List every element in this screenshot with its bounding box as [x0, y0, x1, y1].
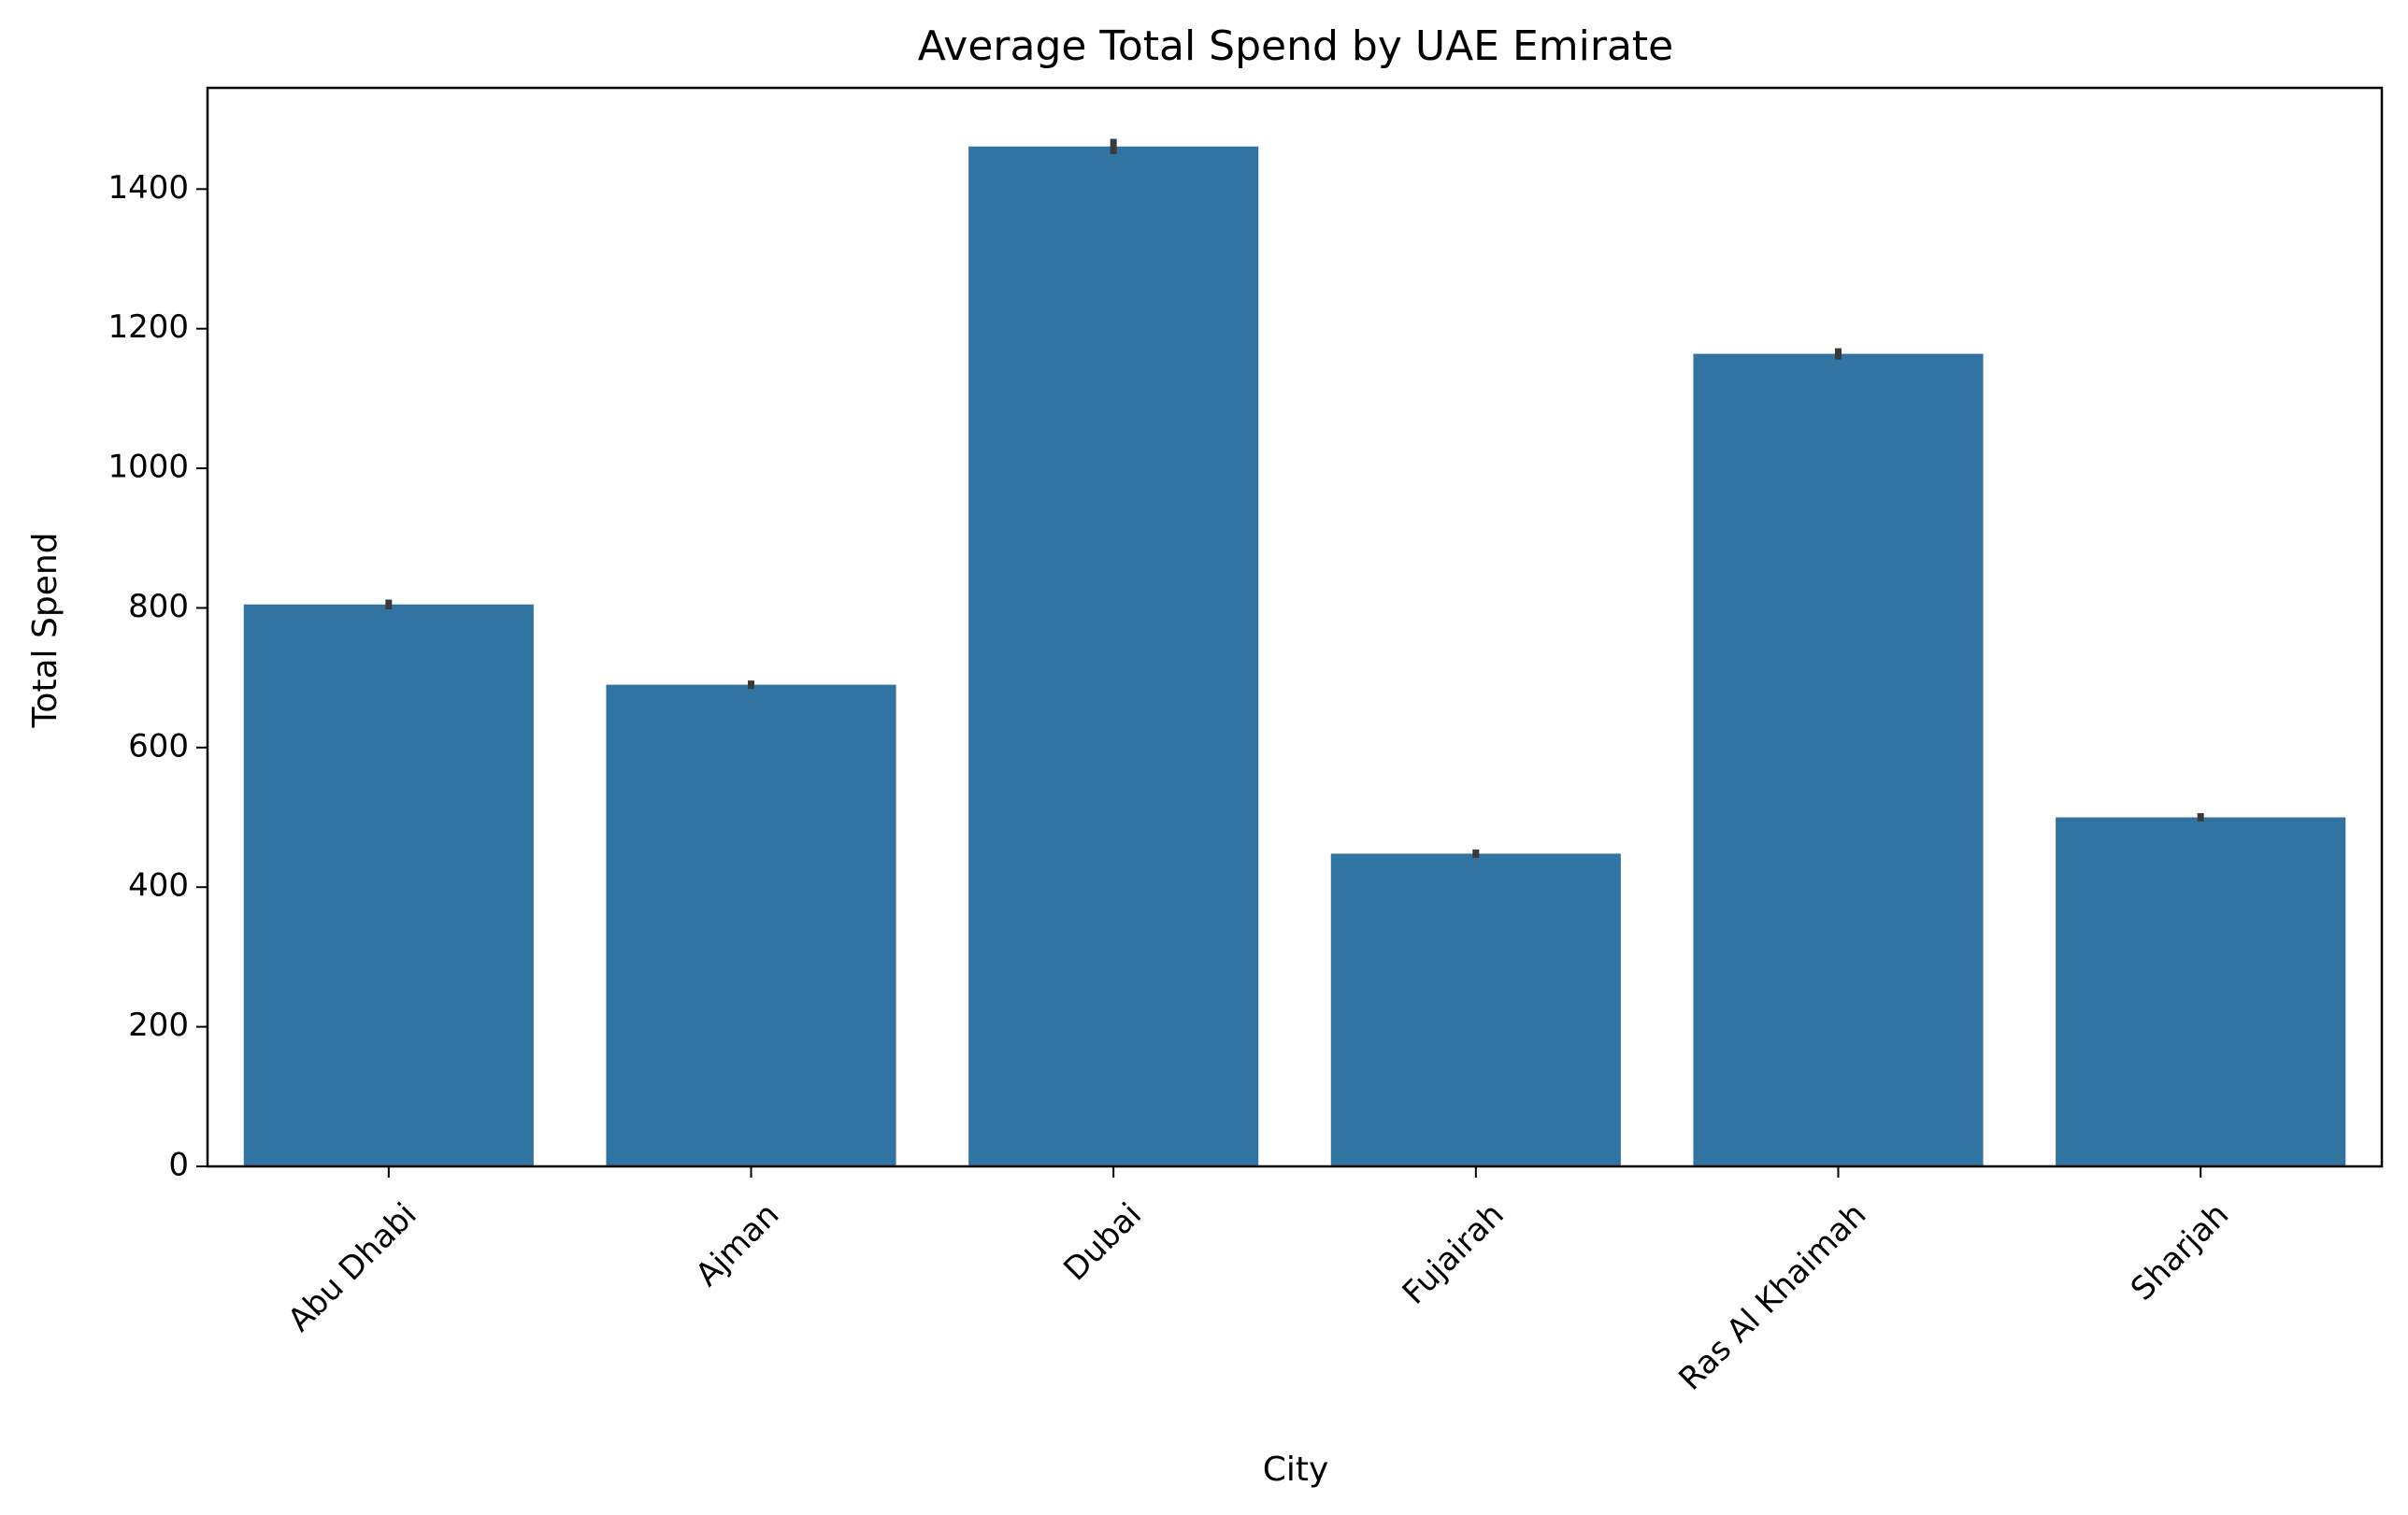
bar-ajman	[606, 684, 896, 1166]
bar-ras-al-khaimah	[1693, 353, 1984, 1167]
bar-sharjah	[2056, 817, 2346, 1166]
x-tick-label: Ajman	[689, 1196, 787, 1294]
bar-abu-dhabi	[243, 604, 534, 1166]
y-tick-label: 1000	[108, 449, 189, 486]
y-tick-label: 1400	[108, 169, 189, 207]
x-axis-title: City	[1263, 1451, 1329, 1489]
y-tick-label: 400	[128, 867, 189, 905]
x-tick-label: Dubai	[1056, 1196, 1149, 1289]
x-tick-label: Sharjah	[2124, 1196, 2236, 1308]
chart-title: Average Total Spend by UAE Emirate	[918, 22, 1673, 70]
bar-dubai	[968, 146, 1259, 1167]
errorbars-layer	[385, 138, 2204, 858]
x-tick-label: Fujairah	[1396, 1196, 1512, 1312]
axes-layer	[206, 86, 2384, 1168]
y-tick-label: 0	[168, 1147, 189, 1184]
y-tick-label: 600	[128, 727, 189, 765]
x-tick-label: Abu Dhabi	[280, 1196, 423, 1339]
plot-frame	[206, 86, 2384, 1168]
x-tick-label: Ras Al Khaimah	[1671, 1196, 1873, 1398]
bar-fujairah	[1330, 853, 1621, 1166]
y-tick-label: 200	[128, 1007, 189, 1044]
y-axis-title: Total Spend	[26, 532, 64, 728]
y-tick-label: 1200	[108, 308, 189, 346]
y-tick-label: 800	[128, 588, 189, 625]
bars-layer	[243, 146, 2346, 1167]
